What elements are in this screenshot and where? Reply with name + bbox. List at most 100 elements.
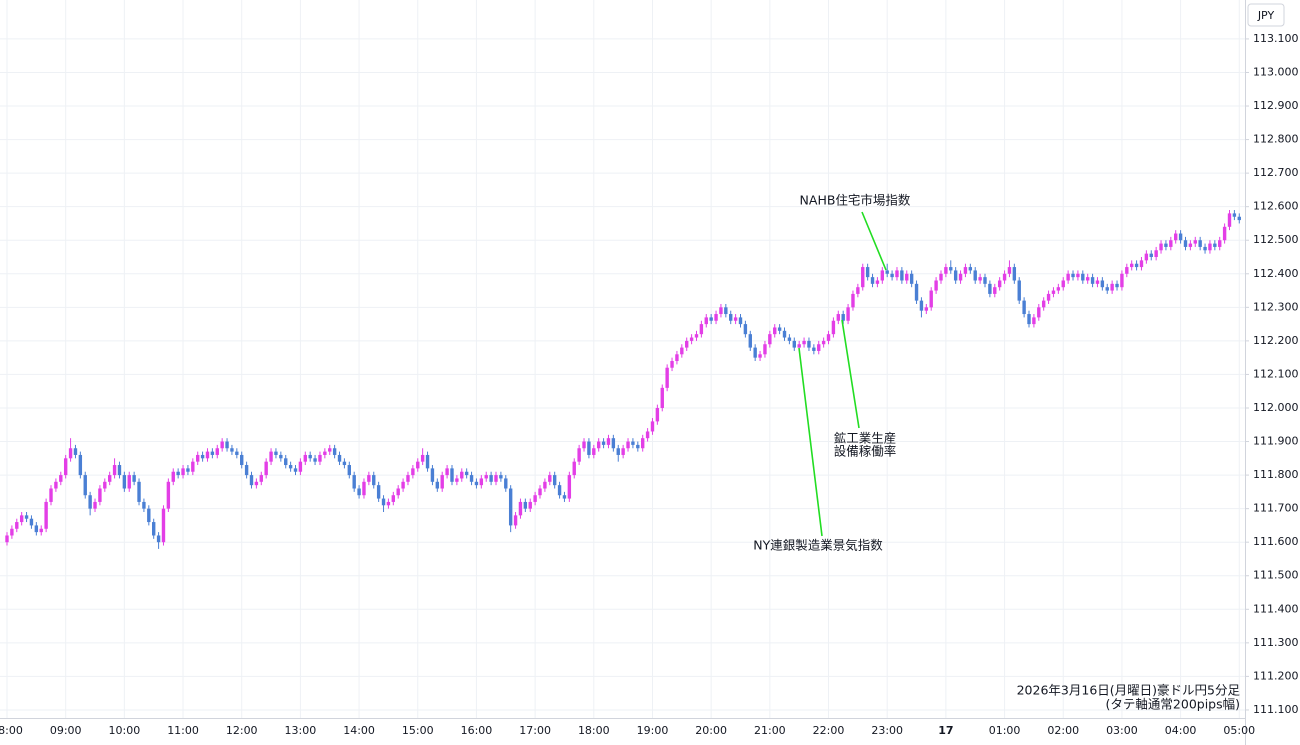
candle-body bbox=[425, 454, 430, 469]
annotation-line bbox=[861, 211, 887, 271]
candle-body bbox=[411, 468, 415, 476]
y-tick-label: 112.700 bbox=[1253, 166, 1299, 179]
candle-body bbox=[244, 465, 249, 476]
candle-body bbox=[973, 270, 977, 281]
candle-body bbox=[1027, 314, 1031, 325]
candle-body bbox=[1051, 290, 1056, 294]
candle-body bbox=[191, 461, 195, 472]
candle-body bbox=[328, 448, 332, 452]
candle-body bbox=[773, 327, 777, 335]
y-tick-label: 113.000 bbox=[1253, 65, 1299, 78]
y-tick-label: 111.100 bbox=[1253, 703, 1299, 716]
candle-body bbox=[1169, 240, 1173, 247]
x-tick-label: 14:00 bbox=[343, 724, 375, 737]
candle-body bbox=[1081, 273, 1085, 281]
candle-body bbox=[572, 461, 576, 476]
x-tick-label: 12:00 bbox=[226, 724, 258, 737]
annotation-line bbox=[841, 319, 860, 429]
candle-body bbox=[406, 475, 410, 482]
candle-body bbox=[1232, 213, 1237, 217]
x-tick-label: 09:00 bbox=[50, 724, 82, 737]
candle-body bbox=[98, 488, 102, 502]
x-tick-label: 22:00 bbox=[813, 724, 845, 737]
candle-body bbox=[1154, 250, 1158, 258]
candle-body bbox=[523, 501, 528, 509]
candle-body bbox=[362, 481, 366, 496]
candle-body bbox=[900, 270, 904, 281]
candle-body bbox=[147, 508, 151, 523]
candle-body bbox=[367, 475, 371, 482]
candle-body bbox=[797, 344, 801, 348]
candle-body bbox=[1130, 263, 1134, 268]
x-tick-label: 11:00 bbox=[167, 724, 199, 737]
candle-body bbox=[210, 451, 215, 455]
candle-body bbox=[372, 475, 376, 486]
candle-body bbox=[347, 465, 351, 476]
candle-body bbox=[704, 317, 708, 325]
candle-body bbox=[807, 340, 811, 348]
candle-body bbox=[1110, 283, 1114, 291]
candle-body bbox=[391, 495, 396, 502]
candle-body bbox=[548, 475, 552, 482]
candle-body bbox=[479, 478, 484, 486]
x-tick-label: 19:00 bbox=[637, 724, 669, 737]
candle-body bbox=[161, 508, 166, 543]
candle-body bbox=[924, 307, 929, 311]
candle-body bbox=[944, 267, 948, 274]
candle-body bbox=[641, 438, 645, 449]
candle-body bbox=[851, 293, 855, 308]
y-tick-label: 112.200 bbox=[1253, 334, 1299, 347]
candle-body bbox=[474, 481, 479, 486]
candle-body bbox=[196, 454, 200, 462]
candle-body bbox=[308, 454, 312, 459]
candle-body bbox=[680, 347, 684, 355]
candle-body bbox=[166, 481, 171, 509]
candle-body bbox=[567, 475, 572, 499]
candle-body bbox=[59, 475, 63, 482]
candle-body bbox=[988, 283, 992, 294]
candle-body bbox=[543, 481, 547, 489]
candle-body bbox=[103, 481, 107, 489]
candle-body bbox=[1056, 287, 1061, 291]
x-tick-label: 16:00 bbox=[461, 724, 493, 737]
candle-body bbox=[318, 454, 322, 462]
candle-body bbox=[5, 535, 9, 543]
candle-body bbox=[1076, 273, 1080, 278]
candle-body bbox=[1222, 226, 1227, 241]
candle-body bbox=[724, 307, 728, 315]
y-tick-label: 112.000 bbox=[1253, 401, 1299, 414]
candle-body bbox=[1061, 280, 1065, 288]
candle-body bbox=[78, 454, 83, 476]
candle-body bbox=[812, 347, 816, 351]
candle-body bbox=[939, 273, 943, 281]
candle-body bbox=[156, 535, 161, 543]
candle-body bbox=[19, 515, 24, 523]
candle-body bbox=[958, 273, 963, 281]
candle-body bbox=[284, 458, 288, 466]
candle-body bbox=[464, 471, 469, 476]
candle-body bbox=[905, 273, 909, 281]
candle-body bbox=[685, 340, 689, 348]
candle-body bbox=[885, 270, 889, 274]
candle-body bbox=[240, 454, 244, 466]
candle-body bbox=[978, 277, 982, 281]
candle-body bbox=[484, 475, 488, 479]
candle-body bbox=[1105, 287, 1109, 291]
candle-body bbox=[631, 441, 635, 445]
candle-body bbox=[313, 458, 317, 462]
candle-body bbox=[1022, 300, 1026, 315]
candle-body bbox=[792, 340, 796, 348]
candle-body bbox=[1071, 273, 1075, 278]
candle-body bbox=[1041, 300, 1046, 308]
candle-body bbox=[249, 475, 254, 486]
candle-body bbox=[171, 471, 175, 482]
candle-body bbox=[205, 451, 210, 459]
candle-body bbox=[264, 461, 268, 476]
x-tick-label: 04:00 bbox=[1165, 724, 1197, 737]
candle-body bbox=[1120, 273, 1124, 288]
candle-body bbox=[1139, 260, 1144, 268]
candle-body bbox=[538, 488, 542, 496]
candle-body bbox=[1174, 233, 1178, 241]
